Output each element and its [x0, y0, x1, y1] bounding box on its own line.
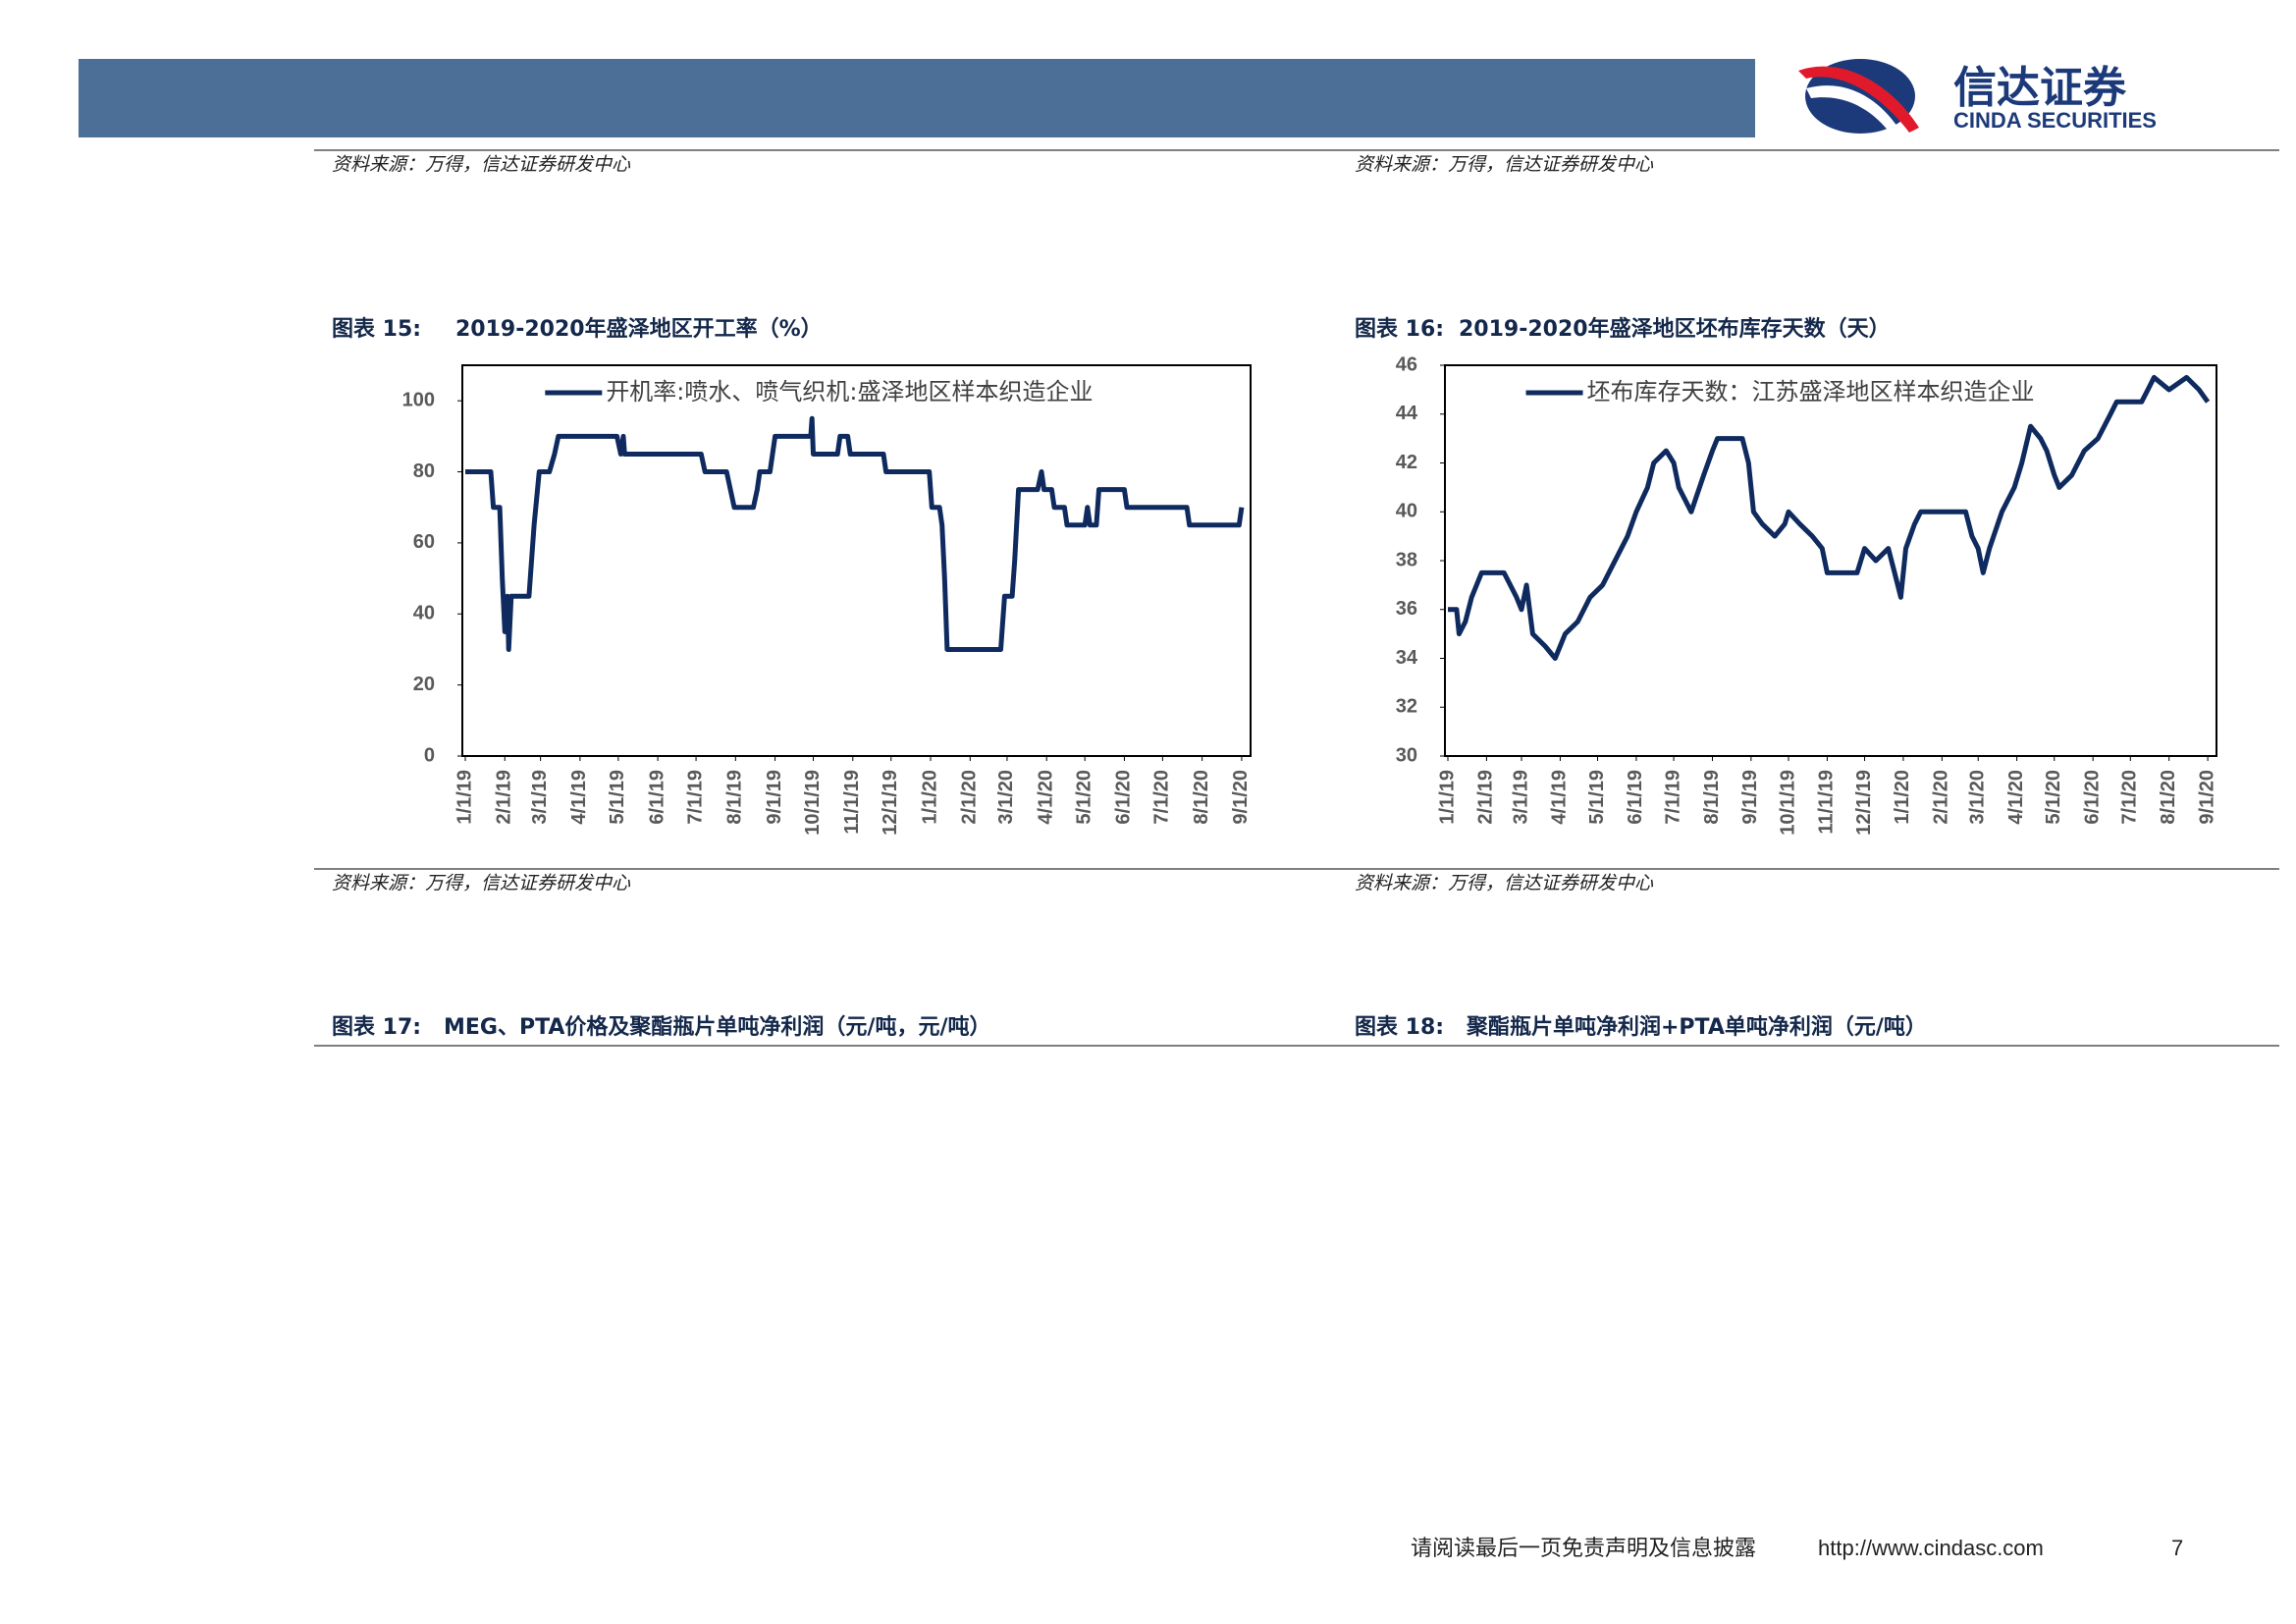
y-tick-label: 34: [1396, 647, 1418, 669]
x-tick-label: 2/1/20: [959, 770, 981, 825]
x-tick-label: 5/1/20: [2043, 770, 2064, 825]
x-tick-label: 11/1/19: [841, 770, 863, 835]
y-tick-label: 40: [413, 603, 435, 624]
x-tick-label: 5/1/20: [1073, 770, 1095, 825]
y-tick-label: 20: [413, 674, 435, 695]
x-tick-label: 5/1/19: [1586, 770, 1608, 825]
x-tick-label: 4/1/19: [568, 770, 590, 825]
x-tick-label: 10/1/19: [802, 770, 824, 836]
caption-title: 2019-2020年盛泽地区坯布库存天数（天）: [1459, 316, 1891, 342]
x-tick-label: 2/1/19: [1475, 770, 1497, 825]
x-tick-label: 4/1/20: [2005, 770, 2027, 825]
x-tick-label: 9/1/19: [764, 770, 785, 825]
x-tick-label: 2/1/19: [494, 770, 515, 825]
y-tick-label: 36: [1396, 598, 1417, 620]
x-tick-label: 9/1/20: [2196, 770, 2217, 825]
y-tick-label: 60: [413, 531, 435, 553]
y-tick-label: 30: [1396, 744, 1417, 766]
source: 资料来源：万得，信达证券研发中心: [1355, 154, 1654, 176]
x-tick-label: 3/1/20: [1967, 770, 1989, 825]
x-tick-label: 3/1/19: [529, 770, 551, 825]
plot-frame: [1444, 364, 2217, 757]
x-tick-label: 10/1/19: [1777, 770, 1798, 836]
x-tick-label: 6/1/20: [1113, 770, 1135, 825]
x-tick-label: 5/1/19: [607, 770, 628, 825]
page-number: 7: [2171, 1536, 2183, 1560]
legend-label: 开机率:喷水、喷气织机:盛泽地区样本织造企业: [606, 378, 1093, 406]
x-tick-label: 9/1/20: [1230, 770, 1252, 825]
x-tick-label: 4/1/20: [1035, 770, 1056, 825]
x-tick-label: 1/1/19: [454, 770, 475, 825]
x-tick-label: 12/1/19: [1853, 770, 1875, 836]
logo: 信达证券 CINDA SECURITIES: [1798, 59, 2157, 139]
x-tick-label: 8/1/20: [1191, 770, 1212, 825]
x-tick-label: 11/1/19: [1816, 770, 1838, 835]
x-tick-label: 9/1/19: [1739, 770, 1761, 825]
y-tick-label: 40: [1396, 501, 1417, 522]
data-line: [1448, 374, 2211, 661]
logo-en: CINDA SECURITIES: [1953, 108, 2157, 133]
logo-swoosh: [1798, 66, 1919, 133]
y-tick-label: 46: [1396, 353, 1417, 375]
x-tick-label: 4/1/19: [1549, 770, 1571, 825]
source: 资料来源：万得，信达证券研发中心: [332, 154, 631, 176]
x-tick-label: 2/1/20: [1931, 770, 1952, 825]
header-bar: [79, 59, 1755, 137]
caption-title: 聚酯瓶片单吨净利润+PTA单吨净利润（元/吨）: [1466, 1014, 1927, 1040]
data-line: [465, 415, 1245, 652]
y-tick-label: 0: [424, 744, 435, 766]
x-tick-label: 7/1/19: [1662, 770, 1683, 825]
source: 资料来源：万得，信达证券研发中心: [1355, 873, 1654, 894]
x-tick-label: 3/1/20: [995, 770, 1017, 825]
x-tick-label: 1/1/20: [1892, 770, 1913, 825]
caption-label: 图表 15:: [332, 317, 421, 342]
x-tick-label: 6/1/20: [2081, 770, 2103, 825]
caption-label: 图表 16:: [1355, 317, 1444, 342]
x-tick-label: 1/1/20: [919, 770, 940, 825]
caption-label: 图表 17:: [332, 1015, 421, 1040]
source: 资料来源：万得，信达证券研发中心: [332, 873, 631, 894]
footer-disclaimer: 请阅读最后一页免责声明及信息披露: [1411, 1537, 1756, 1561]
y-tick-label: 100: [402, 389, 435, 410]
x-tick-label: 1/1/19: [1436, 770, 1458, 825]
x-tick-label: 12/1/19: [880, 770, 901, 836]
y-tick-label: 42: [1396, 452, 1417, 473]
footer-url[interactable]: http://www.cindasc.com: [1818, 1536, 2044, 1560]
x-tick-label: 6/1/19: [1625, 770, 1646, 825]
y-tick-label: 38: [1396, 549, 1417, 570]
plot-frame: [461, 364, 1252, 757]
x-tick-label: 8/1/19: [1701, 770, 1723, 825]
caption-label: 图表 18:: [1355, 1015, 1444, 1040]
x-tick-label: 7/1/20: [2119, 770, 2141, 825]
y-tick-label: 80: [413, 460, 435, 482]
caption-title: 2019-2020年盛泽地区开工率（%）: [455, 316, 823, 342]
x-tick-label: 6/1/19: [646, 770, 667, 825]
logo-swoosh: [1806, 85, 1904, 139]
y-tick-label: 32: [1396, 696, 1417, 718]
x-tick-label: 7/1/19: [684, 770, 706, 825]
x-tick-label: 3/1/19: [1510, 770, 1531, 825]
x-tick-label: 7/1/20: [1151, 770, 1173, 825]
y-tick-label: 44: [1396, 403, 1418, 424]
logo-cn: 信达证券: [1953, 63, 2127, 113]
x-tick-label: 8/1/19: [724, 770, 746, 825]
caption-title: MEG、PTA价格及聚酯瓶片单吨净利润（元/吨，元/吨）: [444, 1014, 991, 1040]
x-tick-label: 8/1/20: [2158, 770, 2179, 825]
legend-label: 坯布库存天数：江苏盛泽地区样本织造企业: [1587, 378, 2035, 406]
